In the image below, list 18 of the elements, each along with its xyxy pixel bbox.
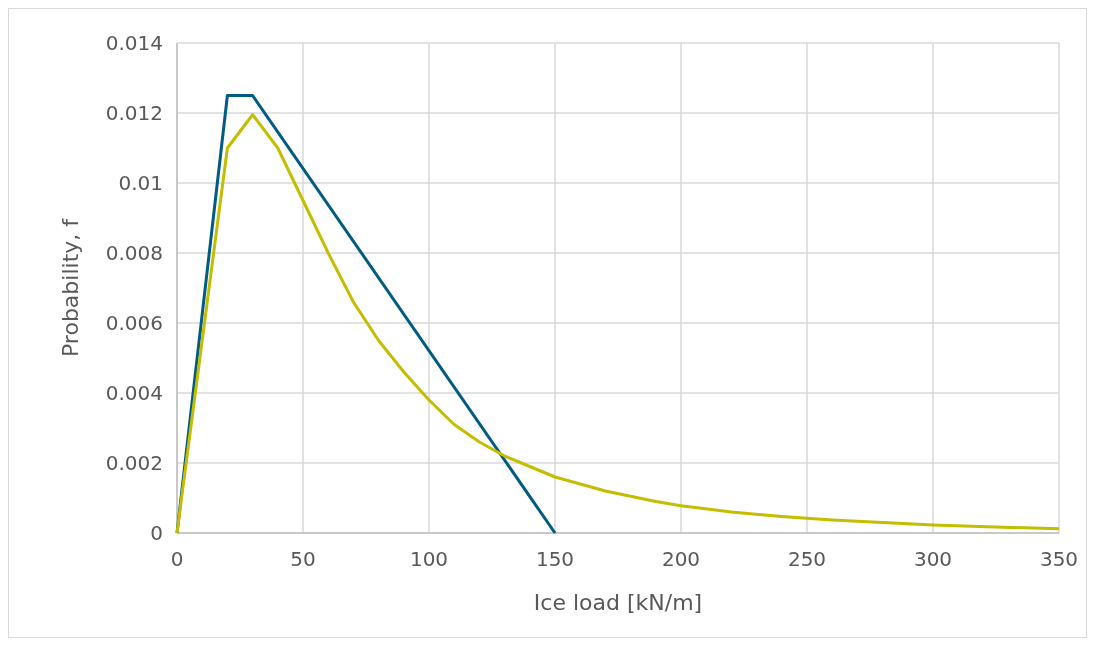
x-tick-label: 300: [913, 547, 953, 571]
x-axis-title: Ice load [kN/m]: [533, 590, 703, 615]
y-tick-label: 0.002: [105, 451, 163, 475]
y-tick-label: 0.01: [118, 171, 163, 195]
x-tick-label: 50: [290, 547, 316, 571]
y-axis-title: Probability, f: [58, 217, 83, 358]
x-tick-label: 250: [787, 547, 827, 571]
y-tick-label: 0.008: [105, 241, 163, 265]
y-tick-label: 0: [150, 521, 163, 545]
x-tick-label: 350: [1039, 547, 1079, 571]
x-tick-label: 150: [535, 547, 575, 571]
y-tick-label: 0.014: [105, 31, 163, 55]
x-tick-label: 200: [661, 547, 701, 571]
y-tick-label: 0.004: [105, 381, 163, 405]
x-tick-label: 0: [170, 547, 184, 571]
x-tick-label: 100: [409, 547, 449, 571]
y-tick-label: 0.006: [105, 311, 163, 335]
y-tick-label: 0.012: [105, 101, 163, 125]
